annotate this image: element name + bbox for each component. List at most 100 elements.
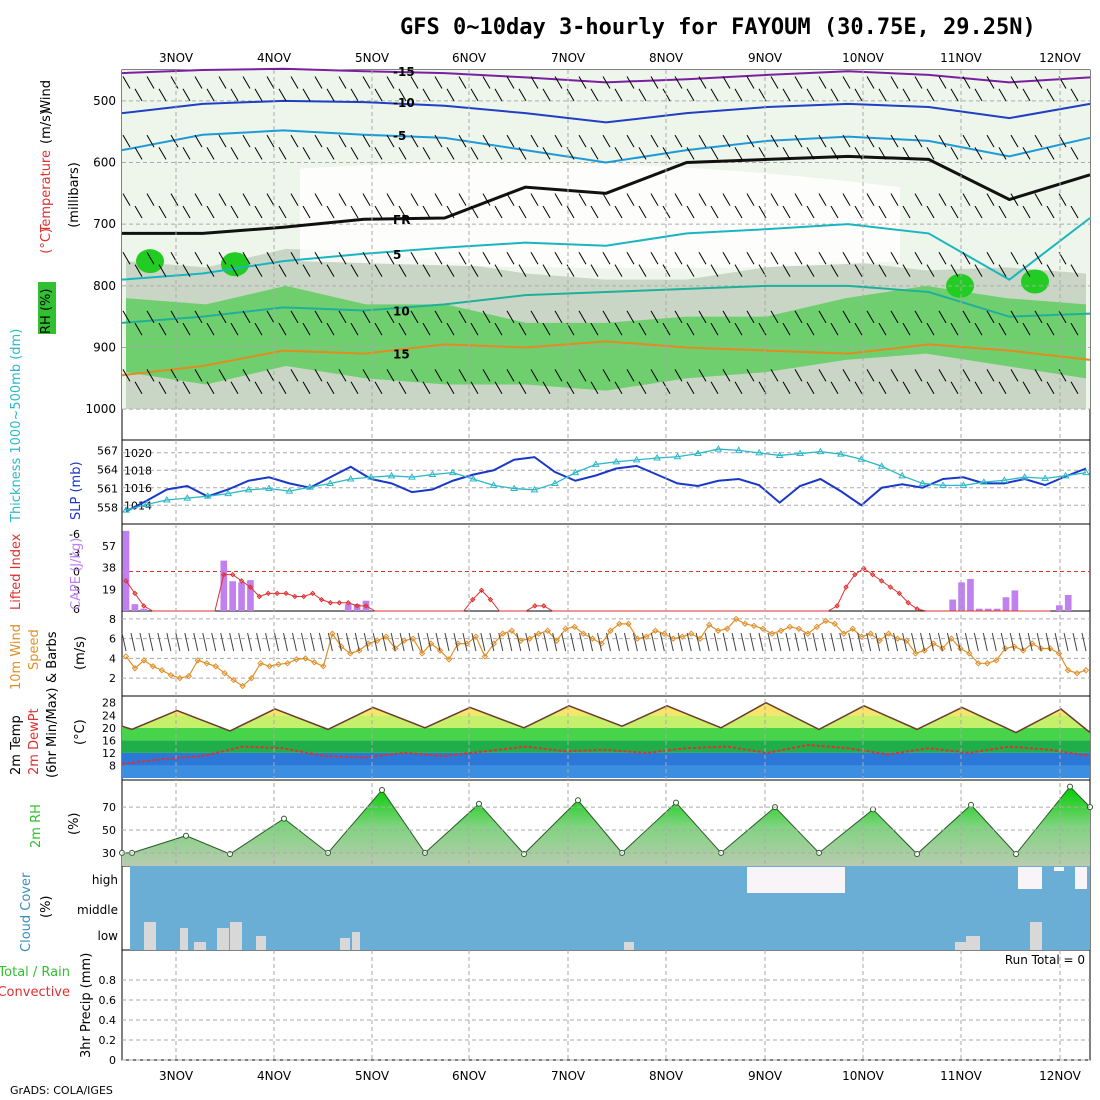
wind-barb	[638, 322, 647, 336]
date-label-top: 3NOV	[159, 51, 194, 65]
cloud-ylabel-units: (%)	[39, 896, 54, 919]
wind-barb	[938, 193, 947, 206]
date-label-top: 4NOV	[257, 51, 292, 65]
wind-barb	[278, 322, 287, 336]
thickness-marker	[1041, 474, 1050, 481]
wind-barb	[626, 251, 635, 265]
wind-barb-10m	[1045, 632, 1051, 652]
slp-tick-label: 1020	[124, 447, 152, 460]
wind-barb-10m	[256, 632, 262, 652]
wind-barb-10m	[650, 632, 656, 652]
dewpoint-line	[121, 744, 1091, 765]
wind-barb-10m	[857, 632, 863, 652]
wind-barb	[254, 264, 263, 277]
cloud-level-label: low	[98, 929, 119, 943]
wind-barb	[794, 193, 803, 206]
thickness-marker	[203, 492, 212, 499]
wind-barb	[938, 310, 947, 324]
rh-tick-label: 50	[102, 824, 116, 837]
wind-barb-10m	[390, 632, 396, 652]
wind-marker	[634, 635, 641, 642]
wind-barb	[230, 381, 239, 395]
cape-bar	[984, 608, 992, 611]
wind-barb-10m	[435, 632, 441, 652]
rh-marker	[227, 851, 233, 857]
wind-barb-10m	[265, 632, 271, 652]
thickness-marker	[183, 494, 192, 501]
wind-barb-10m	[283, 632, 288, 652]
wind-barb	[710, 264, 719, 277]
wind-barb	[950, 264, 959, 277]
wind-barb	[350, 264, 359, 277]
wind-barb	[554, 134, 563, 148]
wind-barb	[758, 205, 767, 219]
thickness-marker	[428, 470, 437, 478]
cape-bar	[1056, 605, 1063, 611]
cape-bar	[238, 582, 245, 611]
wind-barb-10m	[955, 632, 961, 652]
precip-panel: 0 0.2 0.4 0.6 0.8	[99, 974, 1090, 1067]
wind-barb	[146, 369, 155, 382]
wind-barb	[1070, 322, 1079, 336]
wind-barb	[794, 251, 803, 265]
wind-barb	[482, 193, 491, 206]
thickness-marker	[816, 447, 825, 455]
li-marker	[887, 584, 894, 590]
wind-barb	[206, 264, 215, 277]
wind-barb	[374, 147, 383, 160]
wind-barb	[734, 88, 743, 102]
wind-barb-10m	[686, 632, 692, 652]
wind-marker	[786, 623, 794, 631]
wind-barb	[386, 193, 395, 206]
wind-barb	[818, 369, 827, 382]
wind-barb	[926, 147, 935, 160]
wind-marker	[966, 650, 973, 657]
wind-barb-10m	[426, 632, 432, 652]
wind-barb	[338, 193, 347, 206]
wind-barb	[938, 251, 947, 265]
wind-barb	[1022, 322, 1031, 336]
isotherm-line	[121, 217, 1091, 281]
wind-barb	[854, 322, 863, 336]
wind-barb	[302, 381, 311, 395]
li-marker	[852, 571, 858, 578]
wind-barb-10m	[632, 632, 638, 652]
thickness-marker	[387, 471, 396, 479]
wind-barb	[662, 147, 671, 160]
wind-barb	[866, 76, 875, 89]
pressure-tick-label: 900	[93, 341, 116, 355]
wind-barb	[506, 193, 515, 206]
wind-marker	[472, 633, 480, 640]
wind-barb	[830, 88, 839, 102]
thickness-marker	[469, 475, 478, 482]
isotherm-line	[122, 154, 1091, 235]
isotherm-label: -10	[393, 96, 415, 110]
thickness-marker	[530, 485, 539, 493]
wind-barb	[266, 310, 275, 324]
wind-barb	[170, 76, 179, 89]
wind-marker	[382, 633, 390, 640]
rh2m-ylabel: 2m RH	[29, 804, 44, 848]
thickness-marker	[571, 468, 580, 476]
wind-barb	[134, 88, 143, 102]
wind-barb	[470, 147, 479, 160]
wind-marker	[1082, 667, 1090, 674]
wind-barb	[1046, 381, 1055, 395]
wind-barb	[554, 310, 563, 324]
wind-barb	[1022, 381, 1031, 395]
cape-ylabel: CAPE (J/kg)	[69, 538, 84, 610]
wind-barb	[146, 76, 155, 89]
wind-marker	[912, 650, 919, 657]
wind-barb	[626, 369, 635, 382]
wind-barb	[878, 381, 887, 395]
temp-line	[121, 701, 1091, 734]
wind-barb	[350, 147, 359, 160]
wind-barb	[842, 193, 851, 206]
wind-barb	[122, 369, 131, 382]
wind-barb	[698, 251, 707, 265]
wind-barb	[878, 264, 887, 277]
slp-tick-label: 1018	[124, 464, 152, 477]
li-marker	[309, 590, 316, 597]
wind-barb	[314, 251, 323, 265]
wind-barb	[218, 251, 227, 265]
